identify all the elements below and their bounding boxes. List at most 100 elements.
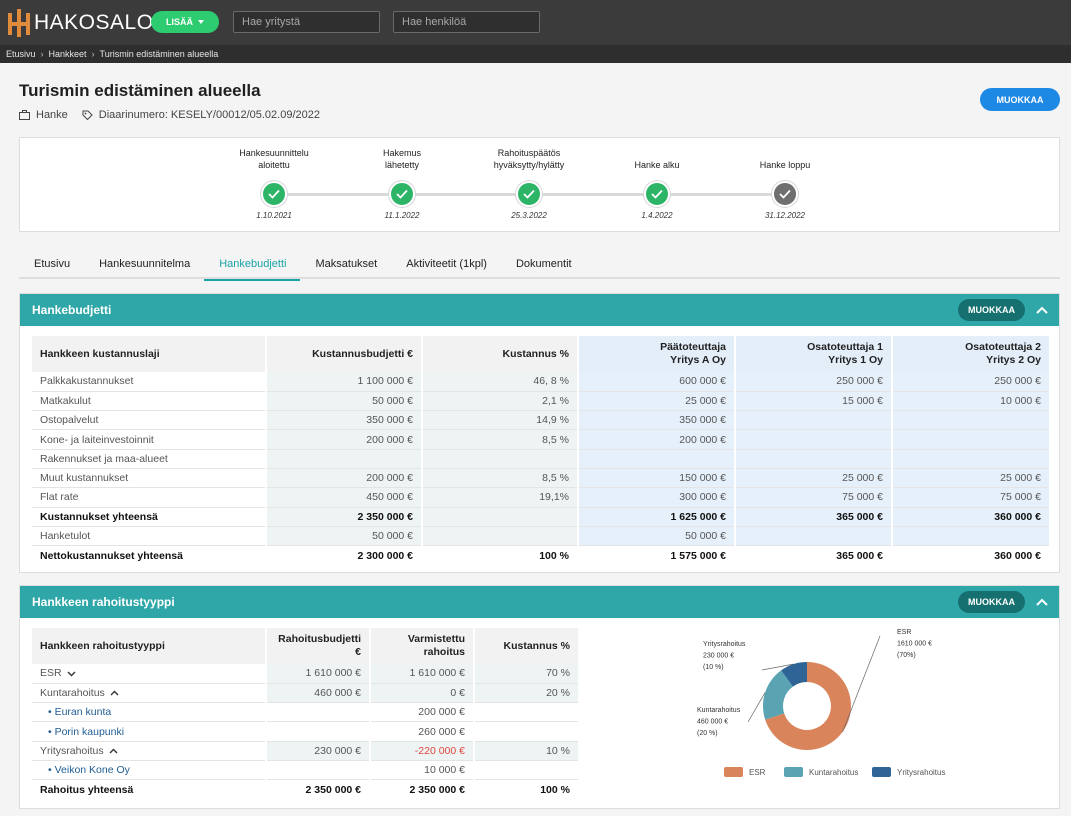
funding-type-municipal[interactable]: Kuntarahoitus <box>32 682 266 704</box>
cost-partner-1: 365 000 € <box>734 545 892 565</box>
breadcrumb-separator-icon: › <box>91 49 95 59</box>
table-row: Yritysrahoitus 230 000 € -220 000 € 10 % <box>32 740 578 761</box>
funder-link[interactable]: • Veikon Kone Oy <box>32 760 266 781</box>
column-header: Osatoteuttaja 1 Yritys 1 Oy <box>734 336 892 372</box>
column-header: Päätoteuttaja Yritys A Oy <box>577 336 735 372</box>
legend-label: Yritysrahoitus <box>897 768 945 777</box>
table-row: • Euran kunta 200 000 € <box>32 702 578 723</box>
timeline-step-application: Hakemus lähetetty 11.1.2022 <box>347 138 457 233</box>
cost-type: Muut kustannukset <box>32 468 266 489</box>
breadcrumb-home[interactable]: Etusivu <box>6 49 36 59</box>
callout-label: 1610 000 € <box>897 641 932 648</box>
funding-panel-title: Hankkeen rahoitustyyppi <box>32 595 175 609</box>
table-row: Flat rate 450 000 € 19,1% 300 000 € 75 0… <box>32 487 1049 508</box>
breadcrumb: Etusivu › Hankkeet › Turismin edistämine… <box>0 45 1071 63</box>
funder-link[interactable]: • Euran kunta <box>32 702 266 723</box>
tab-home[interactable]: Etusivu <box>34 258 71 270</box>
chevron-up-icon[interactable] <box>1035 303 1049 317</box>
cost-type: Ostopalvelut <box>32 410 266 431</box>
timeline-step-label: Rahoituspäätös hyväksytty/hylätty <box>493 148 565 170</box>
cost-percent: 19,1% <box>421 487 578 508</box>
column-header: Varmistettu rahoitus <box>369 628 474 664</box>
cost-budget: 2 300 000 € <box>265 545 422 565</box>
timeline-step-date: 1.10.2021 <box>256 211 292 220</box>
timeline-step-label: Hanke alku <box>634 160 680 170</box>
funding-percent: 70 % <box>473 664 578 684</box>
funding-type-esr[interactable]: ESR <box>32 664 266 684</box>
top-bar: HAKOSALO LISÄÄ <box>0 0 1071 45</box>
check-icon <box>261 181 287 207</box>
budget-panel-title: Hankebudjetti <box>32 303 112 317</box>
project-meta: Hanke Diaarinumero: KESELY/00012/05.02.0… <box>19 109 320 121</box>
timeline-step-date: 11.1.2022 <box>384 211 420 220</box>
logo[interactable]: HAKOSALO <box>6 8 154 37</box>
breadcrumb-projects[interactable]: Hankkeet <box>48 49 87 59</box>
table-row: Kone- ja laiteinvestoinnit 200 000 € 8,5… <box>32 429 1049 450</box>
legend-label: Kuntarahoitus <box>809 768 858 777</box>
cost-main: 50 000 € <box>577 526 735 547</box>
funding-secured: 2 350 000 € <box>369 779 474 800</box>
funding-secured: 1 610 000 € <box>369 664 474 684</box>
chevron-up-icon[interactable] <box>109 748 118 754</box>
cost-main <box>577 449 735 469</box>
legend-swatch <box>784 767 803 777</box>
funding-percent: 100 % <box>473 779 578 800</box>
legend-swatch <box>872 767 891 777</box>
project-timeline: Hankesuunnittelu aloitettu 1.10.2021 Hake… <box>19 137 1060 232</box>
funding-percent: 10 % <box>473 740 578 761</box>
edit-budget-button[interactable]: MUOKKAA <box>958 299 1025 321</box>
budget-panel-header: Hankebudjetti MUOKKAA <box>20 294 1059 326</box>
check-icon <box>772 181 798 207</box>
cost-percent <box>421 526 578 547</box>
tab-activities[interactable]: Aktiviteetit (1kpl) <box>406 258 487 270</box>
timeline-step-start: Hanke alku 1.4.2022 <box>602 138 712 233</box>
funding-secured: 260 000 € <box>369 721 474 742</box>
add-button[interactable]: LISÄÄ <box>151 11 219 33</box>
funding-secured: 200 000 € <box>369 702 474 723</box>
timeline-step-label: Hakemus lähetetty <box>382 148 421 170</box>
timeline-step-label: Hanke loppu <box>759 160 811 170</box>
tab-budget[interactable]: Hankebudjetti <box>204 253 301 281</box>
funding-panel: Hankkeen rahoitustyyppi MUOKKAA Hankkeen… <box>19 585 1060 809</box>
search-person-input[interactable] <box>393 11 540 33</box>
cost-main: 150 000 € <box>577 468 735 489</box>
chevron-down-icon[interactable] <box>67 671 76 677</box>
search-company-input[interactable] <box>233 11 380 33</box>
cost-budget: 50 000 € <box>265 391 422 412</box>
tab-documents[interactable]: Dokumentit <box>515 258 572 270</box>
cost-main: 1 625 000 € <box>577 506 735 527</box>
funding-secured: 0 € <box>369 682 474 704</box>
table-row: Kuntarahoitus 460 000 € 0 € 20 % <box>32 682 578 704</box>
funding-secured: 10 000 € <box>369 760 474 781</box>
table-row: Ostopalvelut 350 000 € 14,9 % 350 000 € <box>32 410 1049 431</box>
project-type: Hanke <box>36 109 68 121</box>
column-header: Hankkeen rahoitustyyppi <box>32 628 266 664</box>
cost-type: Kustannukset yhteensä <box>32 506 266 527</box>
donut-slice-yritysrahoitus <box>781 662 807 687</box>
donut-slice-kuntarahoitus <box>763 670 793 720</box>
tab-project-plan[interactable]: Hankesuunnitelma <box>99 258 191 270</box>
diary-number: Diaarinumero: KESELY/00012/05.02.09/2022 <box>98 109 320 121</box>
table-row-income: Hanketulot 50 000 € 50 000 € <box>32 526 1049 547</box>
cost-partner-1: 25 000 € <box>734 468 892 489</box>
callout-label: (20 %) <box>697 730 718 737</box>
funding-budget <box>265 721 370 742</box>
cost-percent: 100 % <box>421 545 578 565</box>
cost-partner-1: 250 000 € <box>734 372 892 392</box>
edit-project-button[interactable]: MUOKKAA <box>980 88 1060 111</box>
cost-partner-2: 360 000 € <box>891 545 1049 565</box>
callout-label: Yritysrahoitus <box>703 641 746 648</box>
chevron-up-icon[interactable] <box>1035 595 1049 609</box>
tab-payments[interactable]: Maksatukset <box>315 258 378 270</box>
caret-down-icon <box>198 20 204 24</box>
breadcrumb-separator-icon: › <box>40 49 44 59</box>
funding-budget: 2 350 000 € <box>265 779 370 800</box>
cost-partner-1 <box>734 449 892 469</box>
cost-percent: 14,9 % <box>421 410 578 431</box>
funder-link[interactable]: • Porin kaupunki <box>32 721 266 742</box>
edit-funding-button[interactable]: MUOKKAA <box>958 591 1025 613</box>
funding-type-business[interactable]: Yritysrahoitus <box>32 740 266 761</box>
chevron-up-icon[interactable] <box>110 690 119 696</box>
funding-table-header: Hankkeen rahoitustyyppi Rahoitusbudjetti… <box>32 628 578 664</box>
logo-icon <box>6 8 32 37</box>
